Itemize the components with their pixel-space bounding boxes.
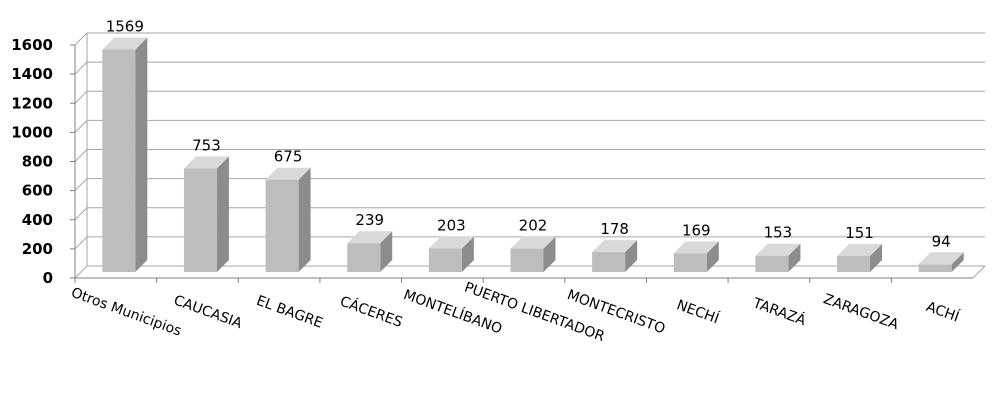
y-tick-label: 600 bbox=[22, 182, 53, 200]
data-label: 178 bbox=[600, 220, 629, 238]
x-tick-label: CÁCERES bbox=[338, 293, 405, 331]
bar-side bbox=[706, 241, 719, 272]
grid-diagonal bbox=[74, 265, 88, 279]
bar-side bbox=[543, 236, 556, 272]
x-tick-label: Otros Municipios bbox=[69, 285, 184, 340]
bar-top bbox=[837, 244, 883, 257]
bar bbox=[673, 253, 707, 272]
bar-top bbox=[510, 236, 556, 249]
grid-diagonal bbox=[74, 61, 88, 75]
bar bbox=[347, 243, 381, 272]
bar-side bbox=[870, 244, 883, 272]
y-tick-label: 0 bbox=[43, 269, 53, 287]
data-label: 203 bbox=[437, 216, 466, 234]
grid-diagonal bbox=[74, 207, 88, 221]
bar-side bbox=[625, 240, 638, 272]
bar-top bbox=[183, 156, 229, 169]
bar-side bbox=[788, 243, 801, 272]
x-tick-label: TARAZÁ bbox=[750, 294, 809, 329]
y-tick-label: 1400 bbox=[11, 65, 53, 83]
bar-side bbox=[380, 231, 393, 272]
bar bbox=[265, 179, 299, 272]
data-label: 1569 bbox=[106, 18, 144, 36]
bar-top bbox=[428, 236, 474, 249]
data-label: 239 bbox=[355, 211, 384, 229]
x-tick-label: ZARAGOZA bbox=[821, 291, 901, 333]
y-tick-label: 1000 bbox=[11, 123, 53, 141]
x-tick-label: NECHÍ bbox=[674, 296, 721, 327]
y-tick-label: 200 bbox=[22, 240, 53, 258]
grid-diagonal bbox=[74, 178, 88, 191]
bar bbox=[102, 49, 136, 272]
x-tick-label: EL BAGRE bbox=[254, 293, 325, 332]
grid-diagonal bbox=[74, 120, 88, 133]
bar-top bbox=[673, 241, 719, 254]
bar-side bbox=[135, 37, 148, 272]
y-tick-label: 1200 bbox=[11, 94, 53, 112]
bar bbox=[837, 256, 871, 272]
y-tick-label: 800 bbox=[22, 153, 53, 171]
grid-diagonal bbox=[74, 149, 88, 162]
grid-diagonal bbox=[74, 236, 88, 250]
y-tick-label: 400 bbox=[22, 211, 53, 229]
bar-side bbox=[461, 236, 474, 272]
bar-top bbox=[918, 252, 964, 265]
bar bbox=[183, 168, 217, 272]
bar-top bbox=[102, 37, 148, 50]
grid-diagonal bbox=[74, 90, 88, 104]
y-tick-label: 1600 bbox=[11, 36, 53, 54]
bar-side bbox=[951, 252, 964, 272]
bar-side bbox=[298, 167, 311, 272]
data-label: 151 bbox=[845, 224, 874, 242]
data-label: 202 bbox=[519, 217, 548, 235]
x-tick-label: ACHÍ bbox=[924, 298, 962, 326]
data-label: 94 bbox=[932, 232, 951, 250]
bar-top bbox=[592, 240, 638, 253]
axes bbox=[70, 33, 986, 283]
bar-side bbox=[216, 156, 229, 272]
data-label: 753 bbox=[192, 136, 221, 154]
grid-diagonal bbox=[74, 32, 88, 46]
data-label: 675 bbox=[274, 148, 303, 166]
bar-top bbox=[265, 167, 311, 180]
data-label: 169 bbox=[682, 221, 711, 239]
data-label: 153 bbox=[764, 224, 793, 242]
floor-right-edge bbox=[972, 265, 986, 279]
gridlines bbox=[74, 32, 985, 279]
x-tick-label: PUERTO LIBERTADOR bbox=[462, 279, 607, 345]
bar bbox=[755, 255, 789, 272]
bar bbox=[918, 264, 952, 272]
bar-top bbox=[347, 231, 393, 244]
bar bbox=[428, 248, 462, 272]
labels: 0 200 400 600 800 1000 1200 1400 1600 1569 Otros M… bbox=[11, 18, 961, 346]
bar-top bbox=[755, 243, 801, 256]
bar bbox=[592, 252, 626, 272]
bar bbox=[510, 248, 544, 272]
bars bbox=[102, 37, 964, 272]
